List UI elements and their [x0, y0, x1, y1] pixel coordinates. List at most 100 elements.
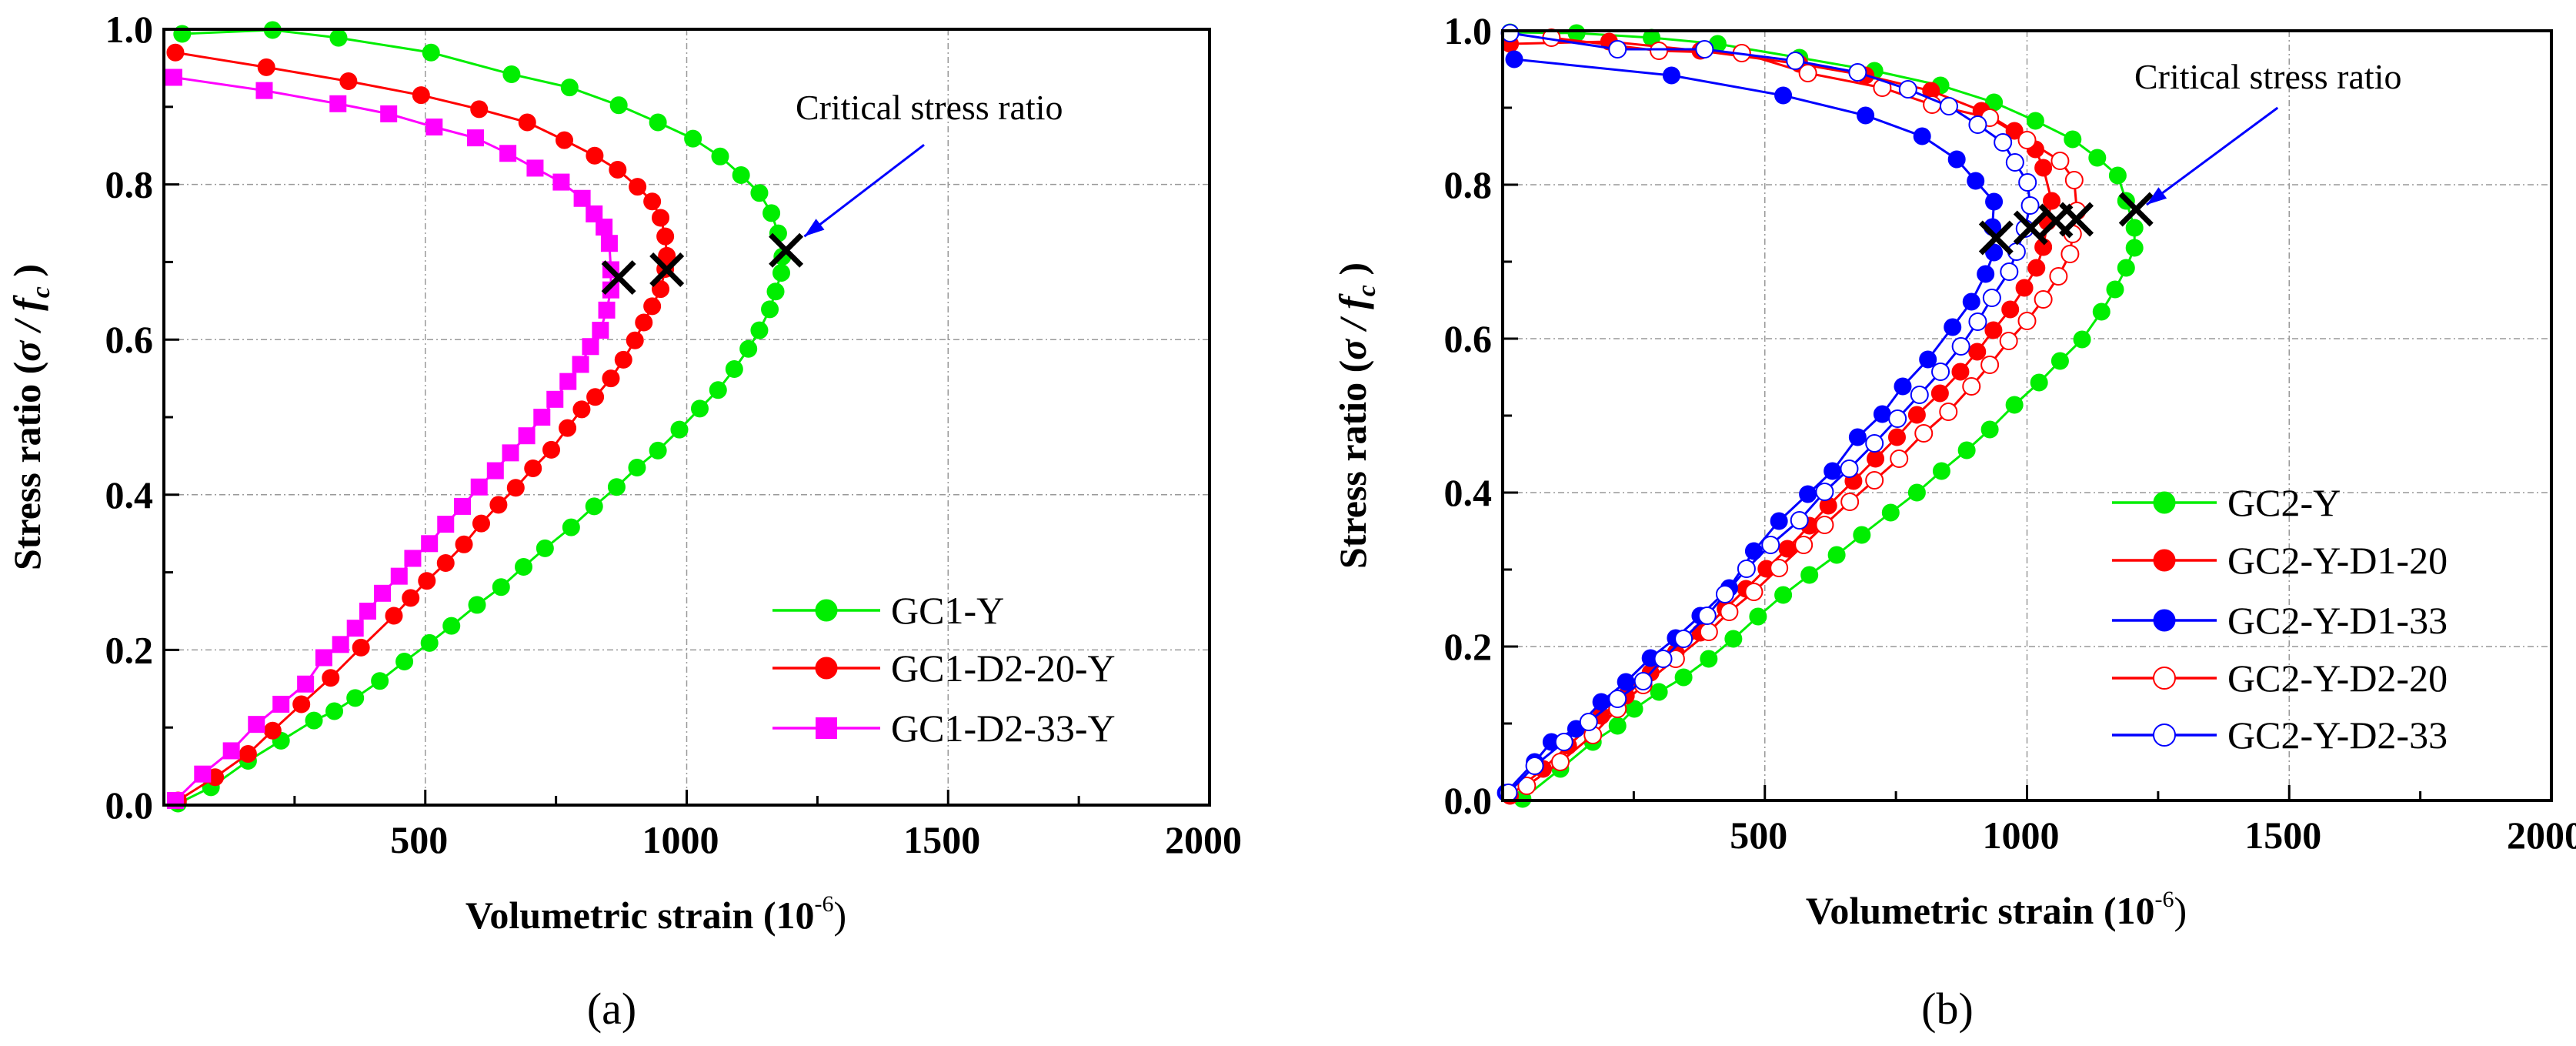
data-point: [1774, 86, 1793, 105]
data-point: [272, 695, 290, 713]
data-point: [1674, 668, 1693, 687]
critical-point-marker: [601, 260, 636, 296]
y-tick-label: 0.6: [105, 318, 154, 361]
data-point: [536, 539, 554, 557]
data-point: [1695, 40, 1714, 58]
x-tick-label: 1500: [903, 818, 980, 861]
x-tick-label: 1000: [642, 818, 719, 861]
data-point: [725, 360, 743, 379]
data-point: [1815, 516, 1834, 534]
data-point: [739, 339, 758, 358]
data-point: [1894, 377, 1912, 396]
data-point: [2017, 131, 2037, 149]
data-point: [1984, 321, 2003, 339]
data-point: [518, 427, 536, 445]
data-point: [560, 79, 579, 97]
cross-mark: [2059, 202, 2094, 237]
y-axis-label-sigma: σ /: [5, 311, 48, 362]
data-point: [418, 572, 436, 590]
data-point: [684, 129, 702, 148]
data-point: [1857, 106, 1875, 125]
y-axis-label: Stress ratio (σ / fc ): [5, 264, 55, 570]
data-point: [1798, 64, 1817, 82]
y-tick-label: 0.0: [1444, 779, 1493, 822]
legend-label: GC2-Y-D1-33: [2227, 599, 2448, 642]
data-point: [502, 65, 521, 83]
data-point: [533, 409, 551, 426]
data-point: [2049, 267, 2068, 286]
data-point: [352, 638, 370, 657]
data-point: [2020, 196, 2040, 215]
data-point: [670, 420, 689, 439]
data-point: [2064, 171, 2084, 189]
data-point: [559, 419, 577, 437]
x-tick-label: 500: [390, 818, 448, 861]
data-point: [1939, 97, 1958, 115]
data-point: [598, 301, 616, 319]
data-point: [766, 282, 785, 301]
data-point: [1888, 409, 1907, 428]
data-point: [690, 399, 709, 418]
data-point: [1913, 127, 1931, 145]
y-axis-label-end: ): [5, 264, 48, 286]
data-point: [1827, 546, 1846, 564]
data-point: [489, 496, 508, 514]
data-point: [374, 584, 392, 602]
data-point: [470, 478, 488, 496]
x-axis-label-exponent: -6: [2154, 887, 2174, 912]
data-point: [1550, 753, 1570, 771]
data-point: [542, 440, 561, 459]
data-point: [1674, 630, 1693, 648]
data-point: [1932, 462, 1950, 480]
panel-caption: (a): [587, 984, 636, 1034]
y-tick-label: 0.8: [105, 163, 154, 206]
data-point: [602, 281, 619, 299]
data-point: [255, 82, 273, 99]
data-point: [602, 369, 620, 388]
data-point: [1967, 172, 1985, 190]
y-axis-label-f: f: [5, 295, 48, 311]
data-point: [1824, 462, 1842, 480]
data-point: [555, 131, 573, 149]
data-point: [1907, 406, 1926, 424]
data-point: [420, 633, 439, 652]
data-point: [614, 350, 632, 369]
data-point: [222, 742, 240, 760]
data-point: [166, 43, 185, 62]
annotation-text: Critical stress ratio: [796, 88, 1063, 127]
data-point: [2001, 300, 2020, 319]
x-axis-label: Volumetric strain (10-6): [465, 891, 846, 937]
data-point: [1982, 289, 2001, 307]
data-point: [194, 765, 212, 783]
data-point: [1919, 350, 1937, 369]
data-point: [2125, 239, 2144, 257]
data-point: [359, 603, 377, 620]
x-axis-label-end: ): [2174, 889, 2187, 932]
legend-label: GC2-Y: [2227, 481, 2341, 524]
data-point: [552, 173, 570, 191]
data-point: [1939, 403, 1958, 421]
series-line: [1509, 40, 2054, 797]
x-axis-label-end: ): [833, 894, 846, 937]
legend-label: GC1-D2-33-Y: [891, 707, 1116, 750]
data-point: [1985, 192, 2004, 211]
data-point: [486, 462, 504, 480]
data-point: [421, 535, 439, 553]
series-line: [1526, 36, 2078, 787]
data-point: [649, 113, 667, 132]
data-point: [257, 58, 275, 76]
data-point: [1770, 559, 1789, 577]
data-point: [1867, 449, 1885, 468]
data-point: [1980, 356, 2000, 374]
legend-label: GC2-Y-D2-33: [2227, 713, 2448, 757]
data-point: [1608, 717, 1627, 735]
legend-item: GC1-D2-33-Y: [772, 707, 1116, 750]
legend-marker: [2153, 724, 2176, 747]
y-tick-label: 0.2: [1444, 625, 1493, 668]
data-point: [263, 721, 282, 740]
data-point: [772, 264, 790, 282]
data-point: [1650, 42, 1669, 60]
data-point: [514, 558, 532, 576]
data-point: [2088, 149, 2107, 167]
